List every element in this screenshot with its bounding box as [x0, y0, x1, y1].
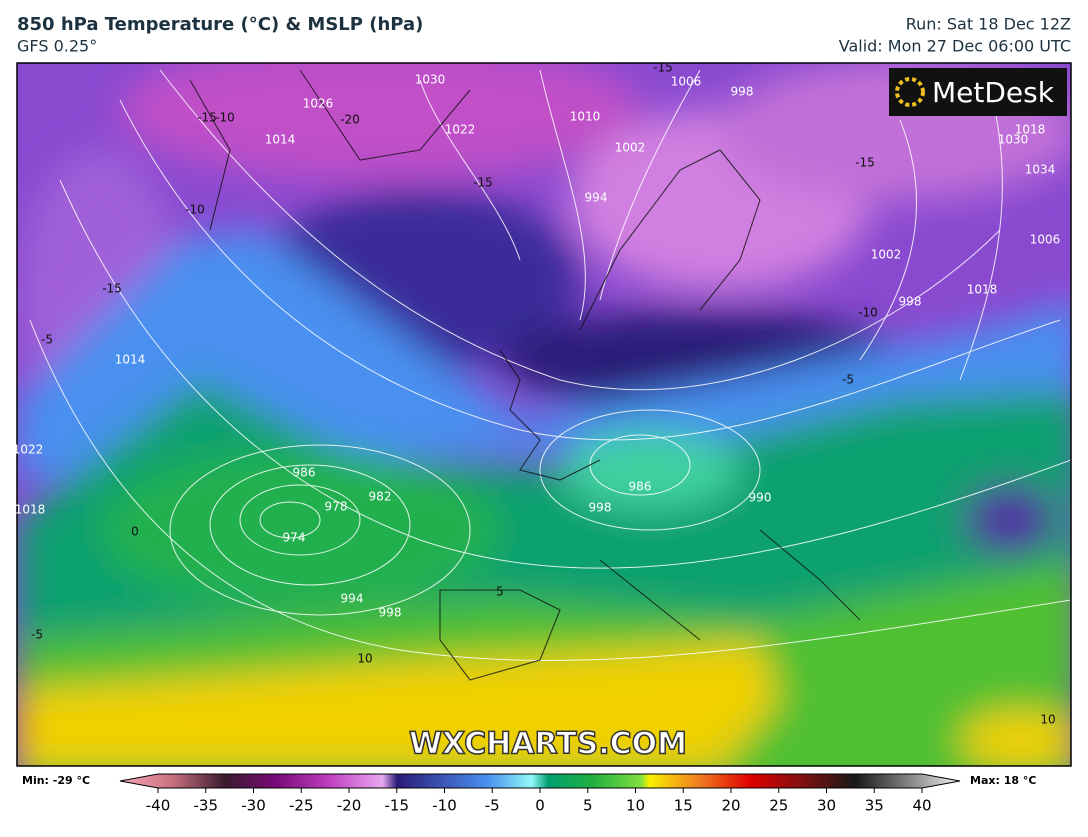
- colorbar-tick-label: 15: [674, 797, 693, 815]
- pressure-label: 1022: [445, 123, 476, 137]
- temperature-label: -10: [215, 111, 235, 125]
- temperature-label: -20: [340, 113, 360, 127]
- colorbar-tick-label: 20: [721, 797, 740, 815]
- valid-label: Valid: Mon 27 Dec 06:00 UTC: [839, 37, 1071, 56]
- pressure-label: 1018: [967, 283, 998, 297]
- pressure-label: 1034: [1025, 163, 1056, 177]
- pressure-label: 978: [325, 500, 348, 514]
- temperature-label: -15: [197, 111, 217, 125]
- temperature-label: -5: [41, 333, 53, 347]
- colorbar-tick-label: -15: [385, 797, 410, 815]
- colorbar-tick-label: -25: [289, 797, 314, 815]
- temperature-label: -10: [185, 203, 205, 217]
- colorbar-tick-label: 35: [865, 797, 884, 815]
- logo-icon: [895, 77, 925, 107]
- map-frame: [16, 62, 1072, 767]
- temperature-label: -15: [653, 61, 673, 75]
- pressure-label: 998: [899, 295, 922, 309]
- colorbar-tick-label: -35: [194, 797, 219, 815]
- temperature-label: -5: [31, 628, 43, 642]
- pressure-label: 974: [283, 531, 306, 545]
- temperature-label: -15: [102, 282, 122, 296]
- watermark: WXCHARTS.COM: [409, 727, 687, 762]
- min-label: Min: -29 °C: [22, 774, 90, 787]
- pressure-label: 1010: [570, 110, 601, 124]
- pressure-label: 990: [749, 491, 772, 505]
- pressure-label: 1002: [871, 248, 902, 262]
- pressure-label: 998: [731, 85, 754, 99]
- temperature-label: 10: [357, 652, 372, 666]
- pressure-label: 994: [585, 191, 608, 205]
- colorbar-tick-label: -10: [432, 797, 457, 815]
- colorbar-tick-label: -5: [485, 797, 500, 815]
- temperature-label: 5: [496, 585, 504, 599]
- colorbar-tick-label: 5: [583, 797, 593, 815]
- colorbar-tick-label: 10: [626, 797, 645, 815]
- pressure-label: 1006: [671, 75, 702, 89]
- pressure-label: 1018: [1015, 123, 1046, 137]
- pressure-label: 994: [341, 592, 364, 606]
- colorbar: [119, 773, 961, 789]
- pressure-label: 1022: [13, 443, 44, 457]
- colorbar-tick-label: -30: [241, 797, 266, 815]
- model-label: GFS 0.25°: [17, 37, 97, 56]
- colorbar-tick-label: 0: [535, 797, 545, 815]
- pressure-label: 998: [589, 501, 612, 515]
- colorbar-tick-label: -20: [337, 797, 362, 815]
- pressure-label: 982: [369, 490, 392, 504]
- colorbar-tick-label: 30: [817, 797, 836, 815]
- max-label: Max: 18 °C: [970, 774, 1036, 787]
- logo: MetDesk: [932, 76, 1055, 109]
- pressure-label: 1014: [265, 133, 296, 147]
- pressure-label: 1002: [615, 141, 646, 155]
- temperature-label: -15: [855, 156, 875, 170]
- pressure-label: 986: [629, 480, 652, 494]
- colorbar-tick-label: 25: [769, 797, 788, 815]
- pressure-label: 1006: [1030, 233, 1061, 247]
- temperature-label: -5: [842, 373, 854, 387]
- temperature-label: -15: [473, 176, 493, 190]
- chart-title: 850 hPa Temperature (°C) & MSLP (hPa): [17, 14, 423, 35]
- temperature-label: 10: [1040, 713, 1055, 727]
- temperature-label: -10: [858, 306, 878, 320]
- pressure-label: 1030: [415, 73, 446, 87]
- logo-box: [889, 68, 1067, 116]
- pressure-label: 986: [293, 466, 316, 480]
- run-label: Run: Sat 18 Dec 12Z: [906, 15, 1071, 34]
- pressure-label: 1026: [303, 97, 334, 111]
- colorbar-tick-label: -40: [146, 797, 171, 815]
- pressure-label: 1030: [998, 133, 1029, 147]
- pressure-label: 998: [379, 606, 402, 620]
- pressure-label: 1018: [15, 503, 46, 517]
- map: [17, 63, 1071, 766]
- colorbar-tick-label: 40: [912, 797, 931, 815]
- temperature-label: 0: [131, 525, 139, 539]
- pressure-label: 1014: [115, 353, 146, 367]
